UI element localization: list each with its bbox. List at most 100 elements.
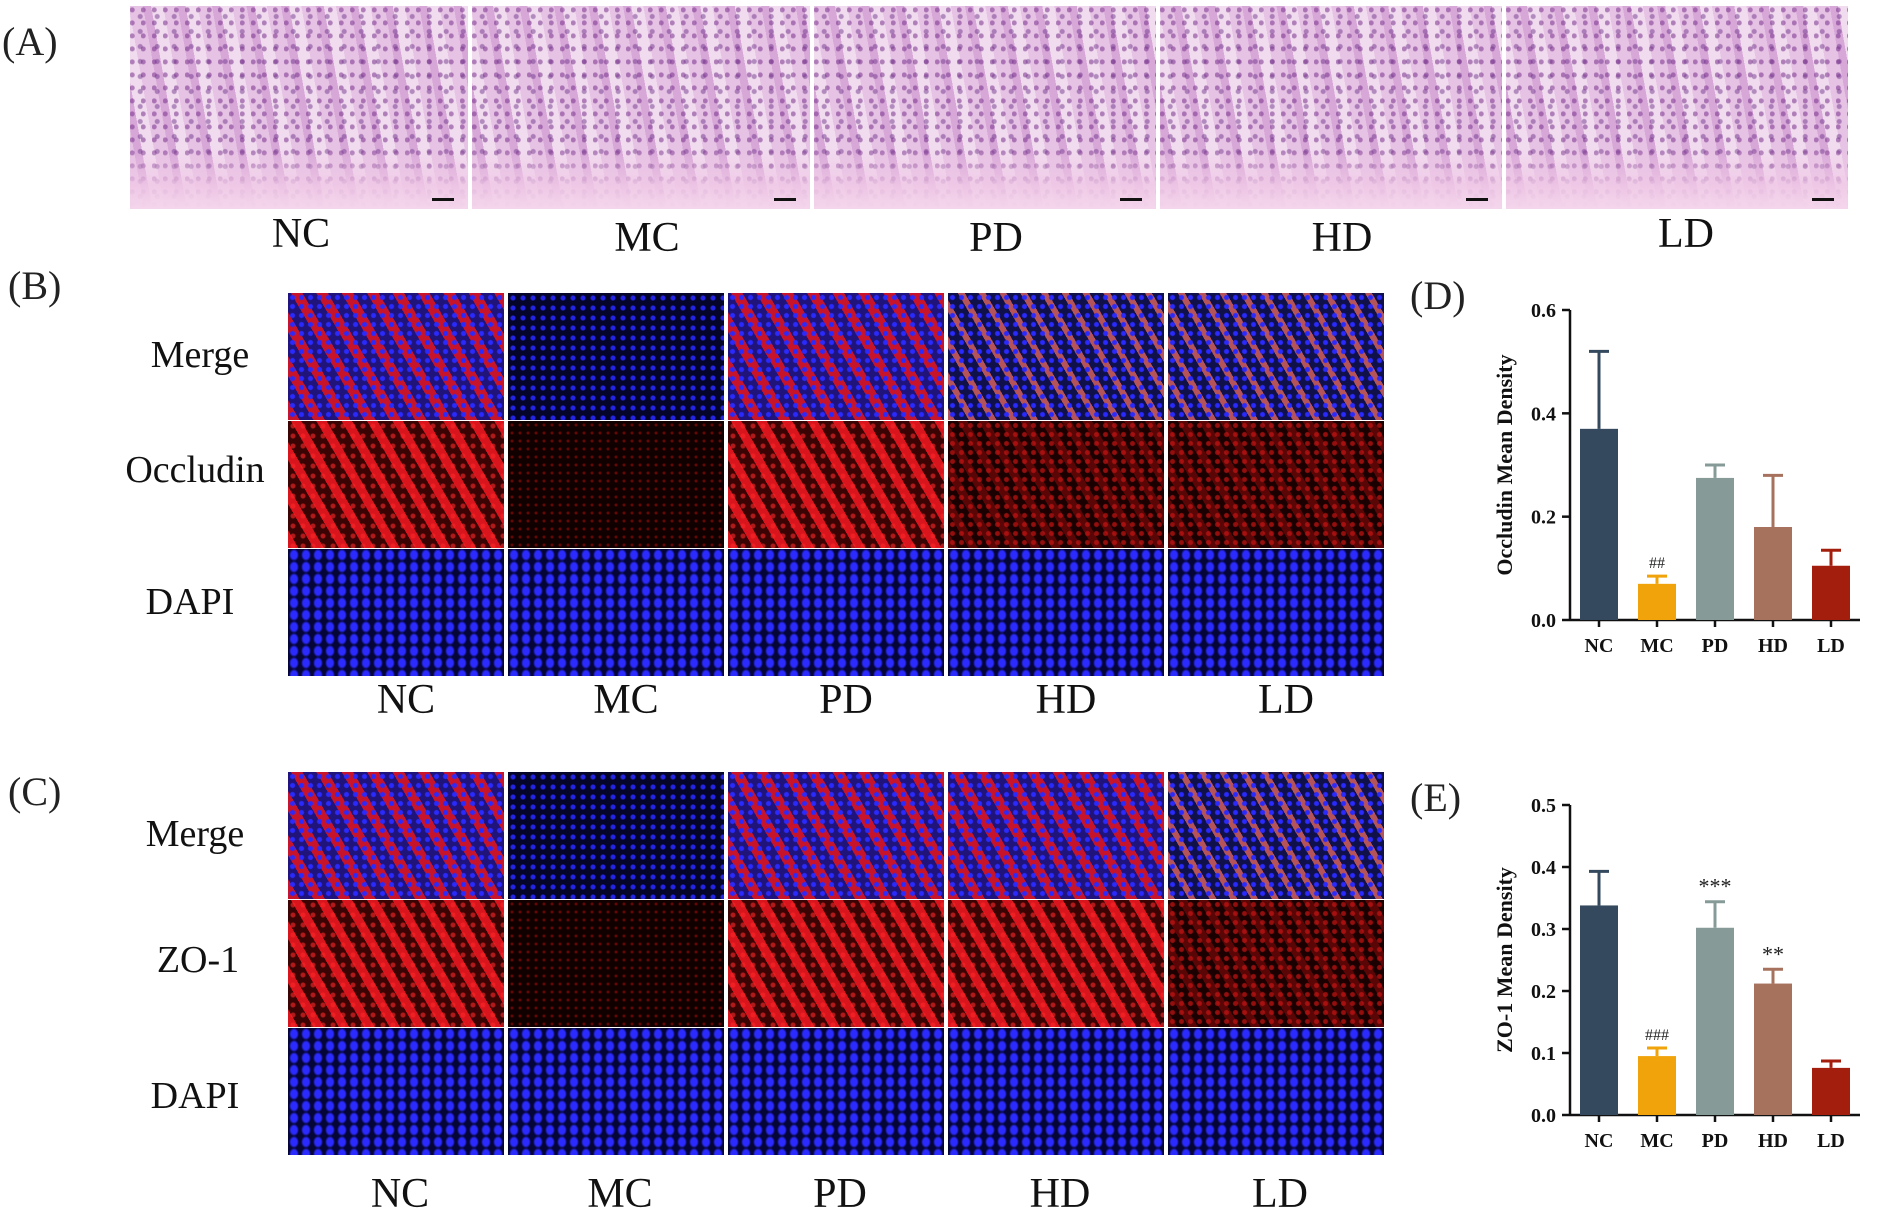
- y-tick-label: 0.4: [1531, 403, 1556, 425]
- if-b-label-mc: MC: [593, 677, 659, 723]
- if-c-row-dapi-label: DAPI: [150, 1075, 240, 1117]
- if-b-label-hd: HD: [1035, 677, 1097, 723]
- he-image-mc: [472, 6, 812, 209]
- x-tick-label: HD: [1758, 1130, 1788, 1152]
- x-tick-label: NC: [1585, 1130, 1614, 1152]
- y-tick-label: 0.6: [1531, 300, 1556, 322]
- if-b-dapi-mc: [508, 549, 724, 676]
- bar-mc: [1638, 1056, 1676, 1115]
- if-b-occludin-ld: [1168, 421, 1384, 548]
- if-b-row-merge-label: Merge: [150, 334, 250, 376]
- if-c-merge-nc: [288, 772, 504, 899]
- if-c-dapi-mc: [508, 1028, 724, 1155]
- if-c-zo1-hd: [948, 900, 1164, 1027]
- he-image-ld: [1506, 6, 1850, 209]
- he-label-pd: PD: [969, 215, 1023, 261]
- if-c-merge-pd: [728, 772, 944, 899]
- bar-pd: [1696, 927, 1734, 1115]
- scale-bar: [774, 198, 796, 201]
- if-c-label-mc: MC: [587, 1171, 653, 1217]
- bar-pd: [1696, 477, 1734, 620]
- x-tick-label: PD: [1702, 635, 1729, 657]
- he-image-nc: [130, 6, 470, 209]
- he-label-nc: NC: [271, 211, 331, 257]
- significance-mark: ###: [1645, 1027, 1669, 1044]
- y-tick-label: 0.4: [1531, 857, 1556, 879]
- bar-nc: [1580, 428, 1618, 620]
- if-b-merge-nc: [288, 293, 504, 420]
- significance-mark: ##: [1649, 555, 1665, 572]
- significance-mark: **: [1762, 941, 1784, 966]
- if-c-dapi-ld: [1168, 1028, 1384, 1155]
- y-tick-label: 0.2: [1531, 981, 1556, 1003]
- if-c-label-ld: LD: [1252, 1171, 1308, 1217]
- if-b-dapi-pd: [728, 549, 944, 676]
- if-c-merge-mc: [508, 772, 724, 899]
- y-axis-title: Occludin Mean Density: [1492, 354, 1517, 575]
- he-label-mc: MC: [614, 215, 680, 261]
- if-b-dapi-ld: [1168, 549, 1384, 676]
- significance-mark: ***: [1699, 874, 1732, 899]
- x-tick-label: PD: [1702, 1130, 1729, 1152]
- bar-ld: [1812, 1067, 1850, 1115]
- if-c-row-merge-label: Merge: [145, 813, 245, 855]
- panel-label-d: (D): [1410, 273, 1466, 318]
- if-b-label-pd: PD: [819, 677, 873, 723]
- y-tick-label: 0.3: [1531, 919, 1556, 941]
- he-label-hd: HD: [1311, 215, 1373, 261]
- he-image-hd: [1160, 6, 1504, 209]
- if-b-row-occludin-label: Occludin: [125, 449, 265, 491]
- y-tick-label: 0.5: [1531, 795, 1556, 817]
- if-c-label-nc: NC: [370, 1171, 430, 1217]
- bar-hd: [1754, 527, 1792, 620]
- bar-ld: [1812, 565, 1850, 620]
- scale-bar: [432, 198, 454, 201]
- if-c-row-zo1-label: ZO-1: [156, 939, 240, 981]
- he-label-ld: LD: [1658, 211, 1714, 257]
- bar-nc: [1580, 905, 1618, 1115]
- if-b-occludin-pd: [728, 421, 944, 548]
- x-tick-label: LD: [1817, 1130, 1845, 1152]
- x-tick-label: HD: [1758, 635, 1788, 657]
- if-b-dapi-nc: [288, 549, 504, 676]
- panel-label-e: (E): [1410, 775, 1462, 820]
- x-tick-label: NC: [1585, 635, 1614, 657]
- if-c-zo1-ld: [1168, 900, 1384, 1027]
- scale-bar: [1466, 198, 1488, 201]
- scale-bar: [1120, 198, 1142, 201]
- if-b-occludin-nc: [288, 421, 504, 548]
- if-b-dapi-hd: [948, 549, 1164, 676]
- if-c-dapi-nc: [288, 1028, 504, 1155]
- panel-label-b: (B): [8, 263, 62, 308]
- if-b-merge-ld: [1168, 293, 1384, 420]
- if-b-merge-pd: [728, 293, 944, 420]
- x-tick-label: MC: [1640, 635, 1673, 657]
- if-c-merge-ld: [1168, 772, 1384, 899]
- x-tick-label: LD: [1817, 635, 1845, 657]
- scale-bar: [1812, 198, 1834, 201]
- if-c-dapi-pd: [728, 1028, 944, 1155]
- if-c-label-pd: PD: [813, 1171, 867, 1217]
- if-c-zo1-pd: [728, 900, 944, 1027]
- if-c-zo1-mc: [508, 900, 724, 1027]
- if-c-label-hd: HD: [1029, 1171, 1091, 1217]
- if-b-occludin-mc: [508, 421, 724, 548]
- if-b-merge-mc: [508, 293, 724, 420]
- if-b-label-ld: LD: [1258, 677, 1314, 723]
- bar-hd: [1754, 983, 1792, 1115]
- y-tick-label: 0.2: [1531, 507, 1556, 529]
- if-b-merge-hd: [948, 293, 1164, 420]
- if-b-label-nc: NC: [376, 677, 436, 723]
- if-c-zo1-nc: [288, 900, 504, 1027]
- y-tick-label: 0.0: [1531, 1105, 1556, 1127]
- if-c-merge-hd: [948, 772, 1164, 899]
- zo1-bar-chart: 0.0 0.1 0.2 0.3 0.4 0.5 ZO-1 Mean Density NC ###…: [1492, 795, 1860, 1152]
- he-image-pd: [814, 6, 1158, 209]
- panel-label-c: (C): [8, 769, 62, 814]
- y-tick-label: 0.1: [1531, 1043, 1556, 1065]
- if-b-occludin-hd: [948, 421, 1164, 548]
- if-c-dapi-hd: [948, 1028, 1164, 1155]
- if-b-row-dapi-label: DAPI: [145, 581, 235, 623]
- y-axis-title: ZO-1 Mean Density: [1492, 867, 1517, 1053]
- bar-mc: [1638, 583, 1676, 620]
